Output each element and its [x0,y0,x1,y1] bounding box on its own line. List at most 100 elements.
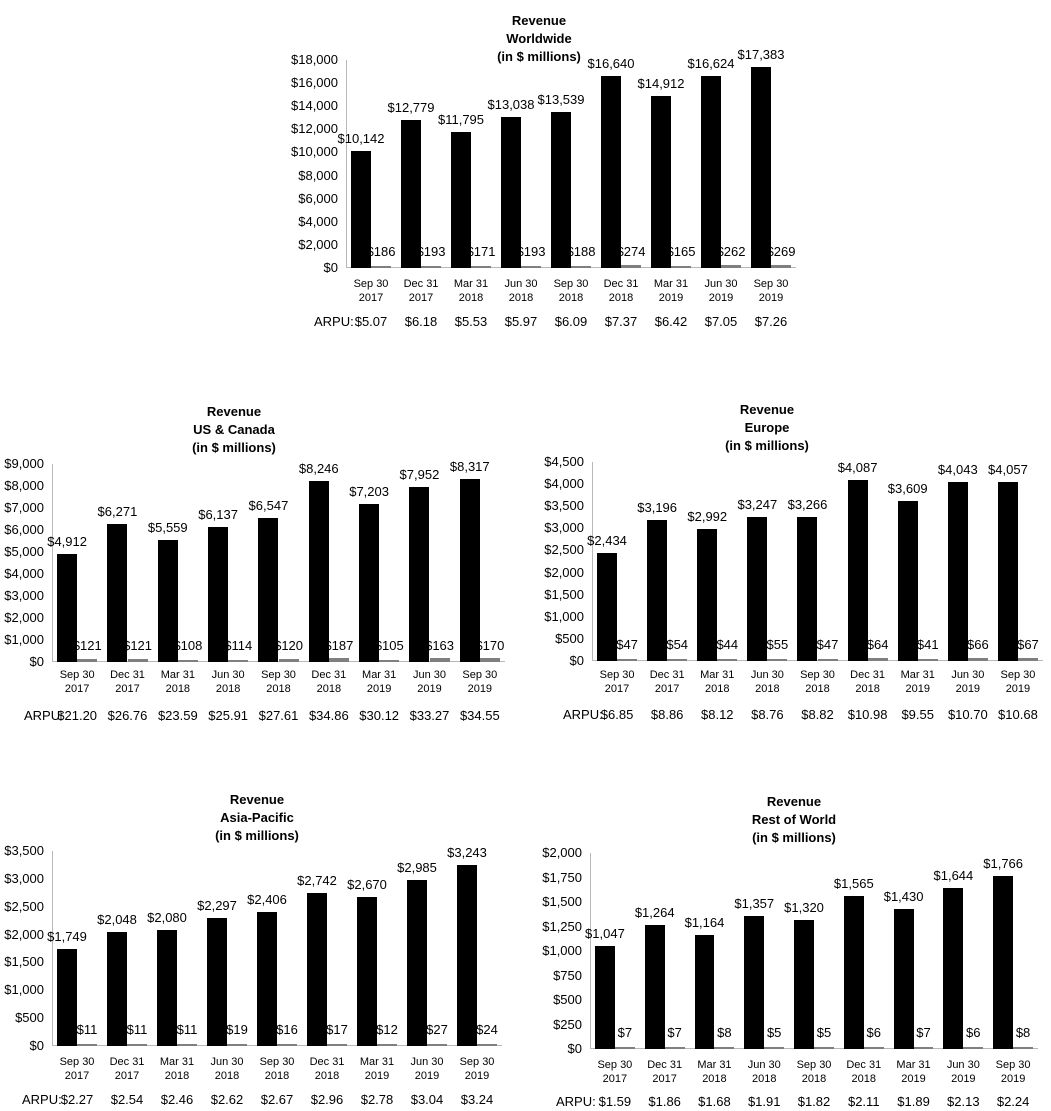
x-tick-label: Mar 31 2019 [901,668,935,696]
y-tick-label: $3,000 [4,870,44,886]
x-tick-line1: Mar 31 [700,669,735,681]
x-tick-label: Dec 31 2018 [310,1055,345,1083]
revenue-value-label: $17,383 [737,47,785,63]
x-tick-label: Mar 31 2018 [700,668,734,696]
arpu-value: $7.37 [604,314,638,329]
revenue-value-label: $1,264 [634,905,675,921]
x-tick-label: Sep 30 2018 [797,1058,832,1086]
secondary-value-label: $17 [326,1022,348,1037]
x-tick-line2: 2018 [805,683,830,695]
arpu-value: $21.20 [57,708,98,723]
chart-title-line: (in $ millions) [725,438,809,453]
arpu-value: $6.85 [600,707,634,722]
revenue-value-label: $2,297 [197,898,237,914]
arpu-value: $25.91 [208,708,249,723]
secondary-value-label: $16 [276,1022,298,1037]
x-tick-line1: Dec 31 [311,669,347,681]
arpu-value: $1.59 [598,1094,632,1109]
secondary-value-label: $163 [425,638,455,653]
secondary-bar [177,659,198,662]
arpu-value: $2.78 [360,1092,394,1107]
revenue-value-label: $4,057 [988,461,1028,477]
arpu-label: ARPU: [314,314,354,329]
arpu-value: $9.55 [901,707,934,722]
arpu-value: $2.96 [310,1092,344,1107]
secondary-bar [767,658,788,661]
arpu-value: $5.53 [454,314,488,329]
x-tick-line2: 2017 [114,1070,140,1082]
x-tick-line1: Mar 31 [896,1059,931,1071]
x-tick-line2: 2018 [755,683,780,695]
arpu-value: $10.98 [847,707,888,722]
x-tick-line2: 2018 [851,1073,877,1085]
secondary-value-label: $262 [716,244,746,259]
revenue-bar [893,908,914,1049]
y-tick-label: $2,000 [4,926,44,942]
secondary-bar [328,657,349,662]
revenue-value-label: $4,043 [937,462,978,478]
arpu-value: $5.97 [504,314,538,329]
secondary-bar [377,1044,397,1046]
secondary-bar [771,264,791,268]
arpu-value: $2.27 [60,1092,94,1107]
x-tick-line2: 2018 [264,1070,290,1082]
secondary-bar [379,659,400,662]
x-tick-line2: 2017 [64,1070,90,1082]
plot-area: $0 $1,000 $2,000 $3,000 $4,000 $5,000 $6,000 $7… [4,457,505,669]
x-tick-label: Dec 31 2017 [110,1055,145,1083]
arpu-value: $1.91 [747,1094,781,1109]
arpu-value: $2.13 [947,1094,980,1109]
revenue-bar [751,67,771,268]
x-tick-line2: 2018 [558,292,584,304]
secondary-value-label: $5 [816,1025,832,1040]
secondary-bar [278,659,299,662]
revenue-bar [997,481,1018,661]
x-tick-line2: 2018 [855,683,880,695]
revenue-value-label: $3,609 [887,481,928,497]
arpu-value: $23.59 [157,708,198,723]
secondary-value-label: $11 [76,1022,98,1037]
secondary-bar [614,1047,635,1049]
secondary-value-label: $120 [274,638,304,653]
x-tick-line2: 2019 [1000,1073,1026,1085]
x-tick-label: Sep 30 2018 [800,668,835,696]
y-tick-label: $2,000 [298,236,338,252]
x-tick-line1: Jun 30 [504,278,538,290]
secondary-bar [371,265,391,268]
x-tick-line1: Dec 31 [109,1056,145,1068]
revenue-value-label: $4,912 [47,533,87,549]
arpu-value: $2.46 [160,1092,194,1107]
arpu-value: $2.24 [996,1094,1030,1109]
arpu-value: $3.04 [410,1092,444,1107]
x-tick-label: Sep 30 2017 [60,668,95,696]
x-tick-line2: 2018 [316,683,342,695]
x-tick-line2: 2019 [955,683,981,695]
revenue-value-label: $7,203 [349,483,389,499]
x-tick-label: Sep 30 2019 [996,1058,1031,1086]
y-tick-label: $16,000 [291,75,338,91]
x-tick-label: Dec 31 2018 [604,277,639,305]
revenue-value-label: $10,142 [337,130,385,146]
x-tick-label: Sep 30 2019 [460,1055,495,1083]
x-tick-line1: Sep 30 [261,669,296,681]
arpu-value: $7.05 [704,314,738,329]
y-axis-line [592,462,593,661]
secondary-value-label: $8 [717,1025,732,1040]
revenue-bar [993,875,1014,1049]
revenue-value-label: $16,624 [687,55,735,71]
revenue-bar [208,527,229,662]
y-tick-label: $4,000 [544,476,584,492]
x-tick-line2: 2017 [602,1073,628,1085]
arpu-value: $1.82 [797,1094,831,1109]
arpu-value: $8.86 [650,707,684,722]
secondary-bar [77,659,98,662]
y-tick-label: $500 [15,1010,44,1026]
x-tick-label: Mar 31 2019 [896,1058,930,1086]
chart-title-line: (in $ millions) [192,440,276,455]
x-tick-line2: 2017 [604,683,630,695]
x-tick-label: Jun 30 2019 [704,277,737,305]
x-tick-line2: 2018 [266,683,291,695]
plot-area: $0 $500 $1,000 $1,500 $2,000 $2,500 $3,000 $3,5… [544,455,1043,668]
revenue-value-label: $3,266 [787,496,828,512]
x-tick-label: Mar 31 2018 [160,1055,194,1083]
